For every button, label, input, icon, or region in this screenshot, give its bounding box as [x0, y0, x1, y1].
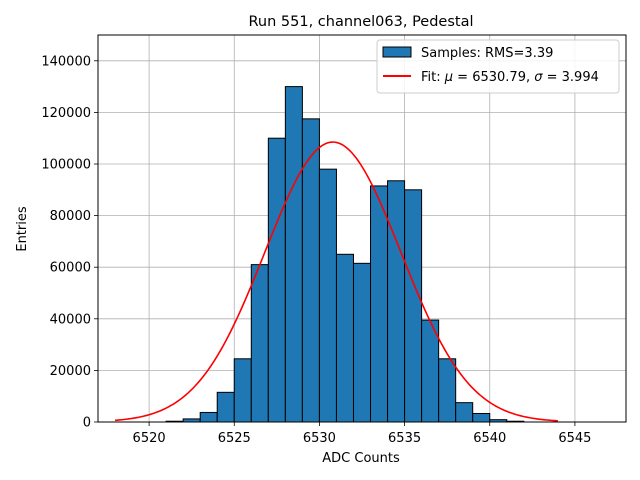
legend-fit-mu-value: = 6530.79, [453, 70, 534, 85]
legend-box [376, 39, 620, 94]
y-tick-label: 40000 [50, 312, 91, 327]
gaussian-fit-line [114, 141, 558, 422]
histogram-bar [267, 137, 286, 423]
ticks-layer: 6520 6525 6530 6535 6540 6545 0 20000 40000 60000… [41, 54, 591, 446]
legend-fit-sigma-value: = 3.994 [542, 70, 598, 85]
x-tick-label: 6540 [473, 431, 506, 446]
y-axis-label: Entries [15, 206, 30, 252]
histogram-bar [216, 391, 235, 423]
x-tick-label: 6530 [303, 431, 336, 446]
histogram-bar [335, 253, 354, 423]
histogram-bar [404, 189, 423, 423]
legend: Samples: RMS=3.39 Fit: μ = 6530.79, σ = … [376, 39, 620, 94]
histogram-bar [455, 402, 474, 423]
histogram-bar [387, 180, 406, 423]
x-tick-label: 6525 [218, 431, 251, 446]
y-tick-label: 140000 [41, 54, 91, 69]
histogram-bar [421, 319, 440, 423]
legend-fit-label: Fit: μ = 6530.79, σ = 3.994 [421, 70, 599, 85]
chart-title: Run 551, channel063, Pedestal [248, 14, 473, 30]
histogram-bar [284, 86, 303, 423]
histogram-bar [199, 411, 218, 423]
plot-frame [97, 34, 627, 423]
x-axis-label: ADC Counts [322, 451, 400, 466]
legend-histogram-label: Samples: RMS=3.39 [421, 46, 553, 61]
histogram-bar [250, 264, 269, 423]
histogram-bar [438, 358, 457, 423]
y-tick-label: 80000 [50, 209, 91, 224]
legend-fit-sigma-symbol: σ [534, 70, 543, 85]
x-tick-label: 6520 [133, 431, 166, 446]
y-tick-label: 20000 [50, 364, 91, 379]
x-tick-label: 6535 [388, 431, 421, 446]
legend-fit-prefix: Fit: [421, 70, 445, 85]
y-tick-label: 120000 [41, 106, 91, 121]
bars-layer [165, 86, 525, 423]
histogram-bar [472, 412, 491, 423]
y-tick-label: 0 [83, 416, 91, 431]
histogram-bar [370, 185, 389, 423]
legend-histogram-swatch [382, 46, 412, 58]
histogram-bar [233, 358, 252, 423]
legend-fit-mu-symbol: μ [444, 70, 453, 85]
y-tick-label: 60000 [50, 261, 91, 276]
histogram-bar [318, 168, 337, 423]
y-tick-label: 100000 [41, 158, 91, 173]
fit-layer [114, 141, 558, 422]
histogram-bar [352, 262, 372, 423]
x-tick-label: 6545 [558, 431, 591, 446]
